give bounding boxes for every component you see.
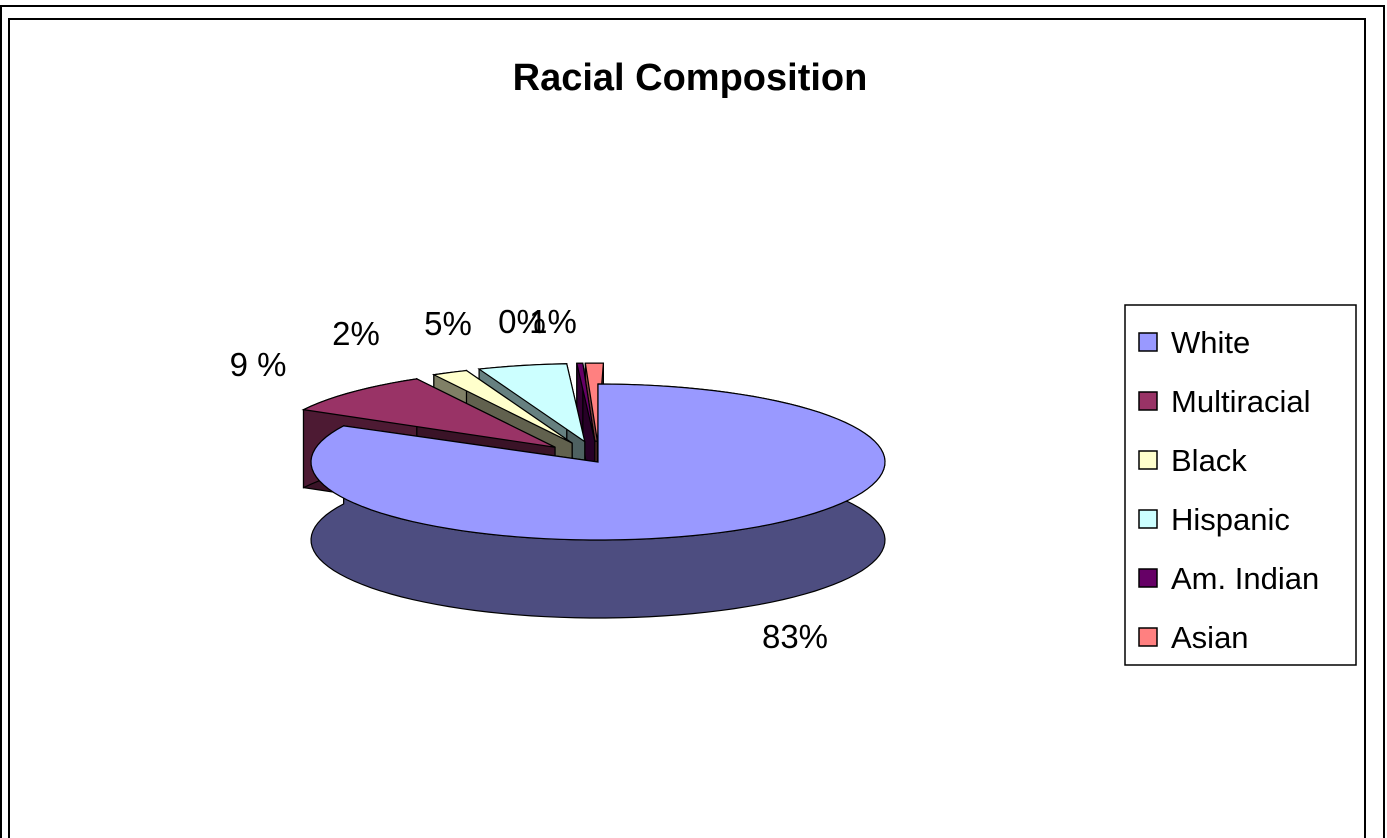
pie-plot xyxy=(301,362,886,619)
data-label-hispanic: 5% xyxy=(424,305,472,342)
legend-swatch xyxy=(1138,627,1158,647)
slice-top-face xyxy=(431,369,573,444)
legend-label: White xyxy=(1171,325,1250,360)
legend-swatch xyxy=(1138,332,1158,352)
slice-top-face xyxy=(576,362,596,442)
slice-top-face xyxy=(477,363,586,443)
outer-frame xyxy=(0,5,1385,838)
legend-item-multiracial: Multiracial xyxy=(1138,384,1311,419)
legend-swatch xyxy=(1138,509,1158,529)
legend-item-asian: Asian xyxy=(1138,620,1249,655)
data-label-asian: 1% xyxy=(529,303,577,340)
legend-label: Asian xyxy=(1171,620,1249,655)
chart-title: Racial Composition xyxy=(513,57,868,99)
legend-swatch xyxy=(1138,391,1158,411)
slice-top-face xyxy=(301,378,556,448)
legend-label: Hispanic xyxy=(1171,502,1290,537)
data-label-white: 83% xyxy=(762,618,828,655)
pie-slice-white xyxy=(310,383,886,619)
data-label-am-indian: 0% xyxy=(498,303,546,340)
legend-swatch xyxy=(1138,568,1158,588)
legend-box xyxy=(1124,304,1357,666)
legend: White Multiracial Black Hispanic Am. Indian A… xyxy=(1124,304,1357,666)
legend-label: Multiracial xyxy=(1171,384,1311,419)
legend-label: Black xyxy=(1171,443,1247,478)
slice-top-face xyxy=(310,383,886,541)
legend-label: Am. Indian xyxy=(1171,561,1319,596)
legend-item-black: Black xyxy=(1138,443,1247,478)
legend-item-white: White xyxy=(1138,325,1250,360)
data-label-black: 2% xyxy=(332,315,380,352)
data-label-multiracial: 9 % xyxy=(230,346,287,383)
data-labels: 83% 9 % 2% 5% 0%1% xyxy=(230,303,828,655)
legend-item-am-indian: Am. Indian xyxy=(1138,561,1319,596)
legend-item-hispanic: Hispanic xyxy=(1138,502,1290,537)
legend-swatch xyxy=(1138,450,1158,470)
